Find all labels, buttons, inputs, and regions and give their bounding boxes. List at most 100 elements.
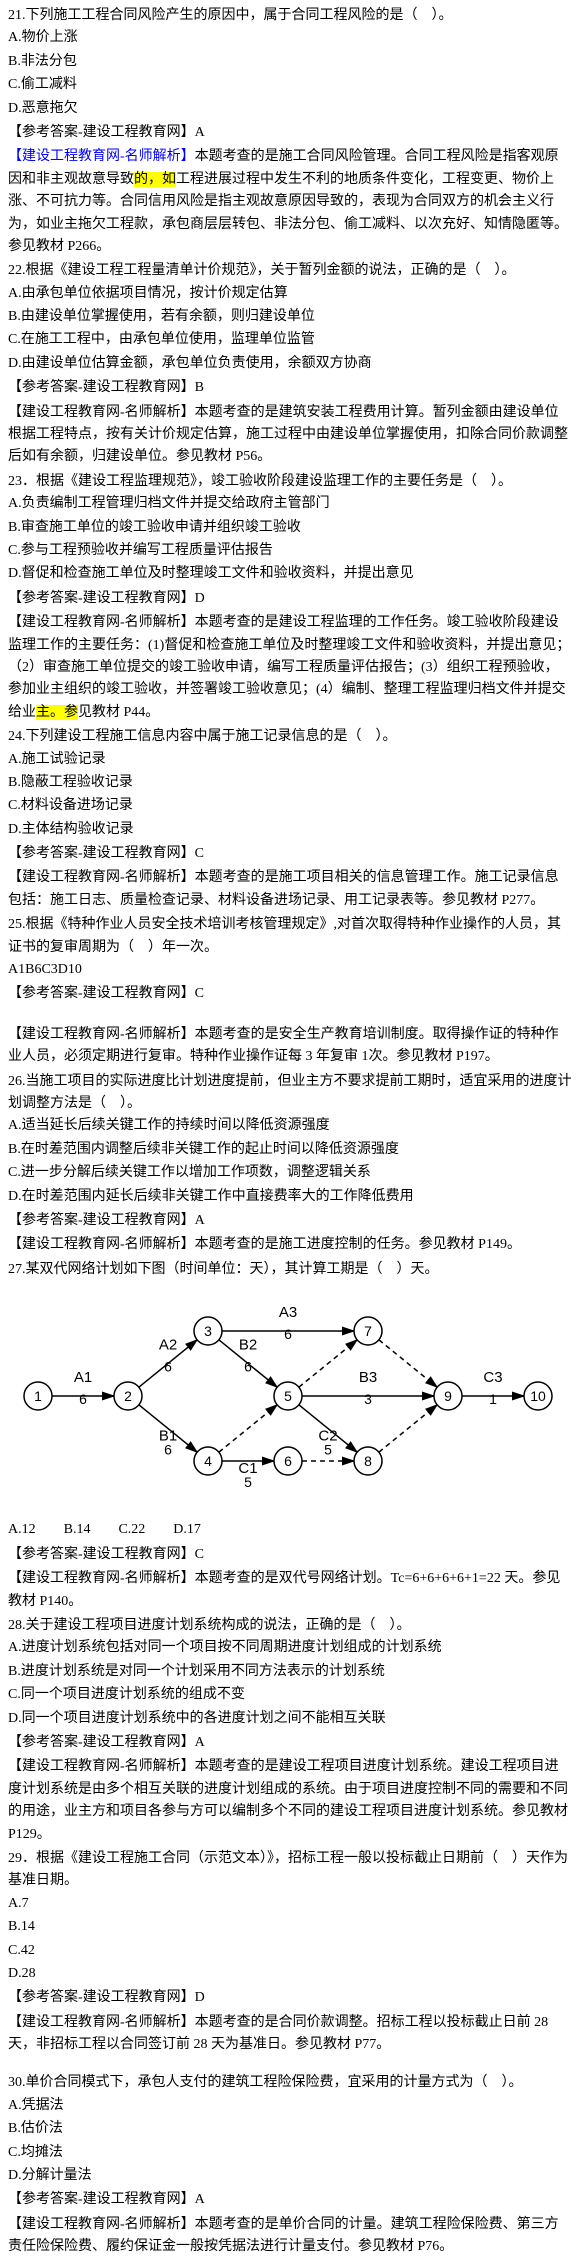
q24-opt-b: B.隐蔽工程验收记录 bbox=[8, 772, 572, 794]
svg-text:6: 6 bbox=[164, 1359, 172, 1375]
q27-stem: 27.某双代网络计划如下图（时间单位：天），其计算工期是（ ）天。 bbox=[8, 1259, 572, 1281]
svg-text:6: 6 bbox=[284, 1453, 292, 1469]
svg-text:3: 3 bbox=[364, 1391, 372, 1407]
q23-opt-a: A.负责编制工程管理归档文件并提交给政府主管部门 bbox=[8, 493, 572, 515]
q29-opt-b: B.14 bbox=[8, 1916, 572, 1938]
q26-opt-b: B.在时差范围内调整后续非关键工作的起止时间以降低资源强度 bbox=[8, 1139, 572, 1161]
q23-opt-c: C.参与工程预验收并编写工程质量评估报告 bbox=[8, 540, 572, 562]
q21-stem: 21.下列施工工程合同风险产生的原因中，属于合同工程风险的是（ ）。 bbox=[8, 5, 572, 27]
q30-opt-d: D.分解计量法 bbox=[8, 2165, 572, 2187]
q26-answer: 【参考答案-建设工程教育网】A bbox=[8, 1210, 572, 1232]
q21-opt-b: B.非法分包 bbox=[8, 51, 572, 73]
q24-opt-c: C.材料设备进场记录 bbox=[8, 795, 572, 817]
q24-analysis: 【建设工程教育网-名师解析】本题考查的是施工项目相关的信息管理工作。施工记录信息… bbox=[8, 867, 572, 912]
q21: 21.下列施工工程合同风险产生的原因中，属于合同工程风险的是（ ）。 A.物价上… bbox=[8, 5, 572, 258]
q23: 23．根据《建设工程监理规范》，竣工验收阶段建设监理工作的主要任务是（ ）。 A… bbox=[8, 471, 572, 724]
svg-text:7: 7 bbox=[364, 1323, 372, 1339]
q30-answer: 【参考答案-建设工程教育网】A bbox=[8, 2189, 572, 2211]
q22-opt-d: D.由建设单位估算金额，承包单位负责使用，余额双方协商 bbox=[8, 353, 572, 375]
q27-opts: A.12 B.14 C.22 D.17 bbox=[8, 1519, 572, 1541]
svg-text:9: 9 bbox=[444, 1388, 452, 1404]
svg-text:6: 6 bbox=[284, 1326, 292, 1342]
network-diagram: A16A26B16B26A36C15C25B33C3112345678910 bbox=[8, 1291, 572, 1509]
q24: 24.下列建设工程施工信息内容中属于施工记录信息的是（ ）。 A.施工试验记录 … bbox=[8, 726, 572, 912]
q21-analysis: 【建设工程教育网-名师解析】本题考查的是施工合同风险管理。合同工程风险是指客观原… bbox=[8, 146, 572, 258]
q21-opt-c: C.偷工减料 bbox=[8, 74, 572, 96]
svg-text:1: 1 bbox=[489, 1391, 497, 1407]
q28-opt-b: B.进度计划系统是对同一个计划采用不同方法表示的计划系统 bbox=[8, 1661, 572, 1683]
q23-stem: 23．根据《建设工程监理规范》，竣工验收阶段建设监理工作的主要任务是（ ）。 bbox=[8, 471, 572, 493]
q26-stem: 26.当施工项目的实际进度比计划进度提前，但业主方不要求提前工期时，适宜采用的进… bbox=[8, 1071, 572, 1116]
q30-opt-a: A.凭据法 bbox=[8, 2095, 572, 2117]
svg-text:2: 2 bbox=[124, 1388, 132, 1404]
q21-answer: 【参考答案-建设工程教育网】A bbox=[8, 122, 572, 144]
svg-text:3: 3 bbox=[204, 1323, 212, 1339]
q25-analysis: 【建设工程教育网-名师解析】本题考查的是安全生产教育培训制度。取得操作证的特种作… bbox=[8, 1024, 572, 1069]
svg-text:5: 5 bbox=[284, 1388, 292, 1404]
svg-text:B2: B2 bbox=[239, 1337, 257, 1354]
svg-text:8: 8 bbox=[364, 1453, 372, 1469]
q29-opt-d: D.28 bbox=[8, 1963, 572, 1985]
svg-text:5: 5 bbox=[244, 1474, 252, 1490]
svg-text:1: 1 bbox=[34, 1388, 42, 1404]
q27-analysis: 【建设工程教育网-名师解析】本题考查的是双代号网络计划。Tc=6+6+6+6+1… bbox=[8, 1568, 572, 1613]
q28-answer: 【参考答案-建设工程教育网】A bbox=[8, 1732, 572, 1754]
svg-text:10: 10 bbox=[530, 1388, 546, 1404]
q29-stem: 29．根据《建设工程施工合同（示范文本）》，招标工程一般以投标截止日期前（ ）天… bbox=[8, 1848, 572, 1893]
q23-hl: 主。参 bbox=[36, 705, 78, 720]
q28: 28.关于建设工程项目进度计划系统构成的说法，正确的是（ ）。 A.进度计划系统… bbox=[8, 1615, 572, 1846]
q23-answer: 【参考答案-建设工程教育网】D bbox=[8, 588, 572, 610]
q22-opt-a: A.由承包单位依据项目情况，按计价规定估算 bbox=[8, 283, 572, 305]
q29-answer: 【参考答案-建设工程教育网】D bbox=[8, 1987, 572, 2009]
q21-prefix: 【建设工程教育网-名师解析】 bbox=[8, 149, 195, 164]
q27-answer: 【参考答案-建设工程教育网】C bbox=[8, 1544, 572, 1566]
q27: 27.某双代网络计划如下图（时间单位：天），其计算工期是（ ）天。 A1 6 A2 6… bbox=[8, 1259, 572, 1613]
q24-answer: 【参考答案-建设工程教育网】C bbox=[8, 843, 572, 865]
q23-opt-d: D.督促和检查施工单位及时整理竣工文件和验收资料，并提出意见 bbox=[8, 563, 572, 585]
q25-opts: A1B6C3D10 bbox=[8, 959, 572, 981]
q30: 30.单价合同模式下，承包人支付的建筑工程险保险费，宜采用的计量方式为（ ）。 … bbox=[8, 2072, 572, 2258]
q25: 25.根据《特种作业人员安全技术培训考核管理规定》,对首次取得特种作业操作的人员… bbox=[8, 914, 572, 1068]
q28-opt-d: D.同一个项目进度计划系统中的各进度计划之间不能相互关联 bbox=[8, 1708, 572, 1730]
q22: 22.根据《建设工程工程量清单计价规范》，关于暂列金额的说法，正确的是（ ）。 … bbox=[8, 260, 572, 469]
q26-opt-c: C.进一步分解后续关键工作以增加工作项数，调整逻辑关系 bbox=[8, 1162, 572, 1184]
q26-analysis: 【建设工程教育网-名师解析】本题考查的是施工进度控制的任务。参见教材 P149。 bbox=[8, 1234, 572, 1256]
q30-opt-b: B.估价法 bbox=[8, 2118, 572, 2140]
q23-analysis: 【建设工程教育网-名师解析】本题考查的是建设工程监理的工作任务。竣工验收阶段建设… bbox=[8, 612, 572, 724]
svg-text:C3: C3 bbox=[483, 1369, 502, 1386]
svg-text:5: 5 bbox=[324, 1442, 332, 1458]
q30-analysis: 【建设工程教育网-名师解析】本题考查的是单价合同的计量。建筑工程险保险费、第三方… bbox=[8, 2214, 572, 2259]
q24-opt-a: A.施工试验记录 bbox=[8, 749, 572, 771]
q22-analysis: 【建设工程教育网-名师解析】本题考查的是建筑安装工程费用计算。暂列金额由建设单位… bbox=[8, 402, 572, 469]
q23-opt-b: B.审查施工单位的竣工验收申请并组织竣工验收 bbox=[8, 517, 572, 539]
svg-text:A3: A3 bbox=[279, 1304, 297, 1321]
q22-opt-b: B.由建设单位掌握使用，若有余额，则归建设单位 bbox=[8, 306, 572, 328]
q30-opt-c: C.均摊法 bbox=[8, 2142, 572, 2164]
q25-stem: 25.根据《特种作业人员安全技术培训考核管理规定》,对首次取得特种作业操作的人员… bbox=[8, 914, 572, 959]
q29-opt-c: C.42 bbox=[8, 1940, 572, 1962]
q28-opt-a: A.进度计划系统包括对同一个项目按不同周期进度计划组成的计划系统 bbox=[8, 1637, 572, 1659]
q28-opt-c: C.同一个项目进度计划系统的组成不变 bbox=[8, 1684, 572, 1706]
q29-analysis: 【建设工程教育网-名师解析】本题考查的是合同价款调整。招标工程以投标截止日前 2… bbox=[8, 2012, 572, 2057]
svg-text:A2: A2 bbox=[159, 1337, 177, 1354]
q21-opt-d: D.恶意拖欠 bbox=[8, 98, 572, 120]
svg-text:A1: A1 bbox=[74, 1369, 92, 1386]
q24-opt-d: D.主体结构验收记录 bbox=[8, 819, 572, 841]
svg-text:6: 6 bbox=[164, 1442, 172, 1458]
q23-body2: 见教材 P44。 bbox=[78, 705, 159, 720]
q29: 29．根据《建设工程施工合同（示范文本）》，招标工程一般以投标截止日期前（ ）天… bbox=[8, 1848, 572, 2057]
q28-stem: 28.关于建设工程项目进度计划系统构成的说法，正确的是（ ）。 bbox=[8, 1615, 572, 1637]
q25-answer: 【参考答案-建设工程教育网】C bbox=[8, 983, 572, 1005]
q24-stem: 24.下列建设工程施工信息内容中属于施工记录信息的是（ ）。 bbox=[8, 726, 572, 748]
q21-hl: 的，如 bbox=[134, 172, 176, 187]
q30-stem: 30.单价合同模式下，承包人支付的建筑工程险保险费，宜采用的计量方式为（ ）。 bbox=[8, 2072, 572, 2094]
svg-text:6: 6 bbox=[244, 1359, 252, 1375]
q26: 26.当施工项目的实际进度比计划进度提前，但业主方不要求提前工期时，适宜采用的进… bbox=[8, 1071, 572, 1257]
q22-opt-c: C.在施工工程中，由承包单位使用，监理单位监管 bbox=[8, 329, 572, 351]
q28-analysis: 【建设工程教育网-名师解析】本题考查的是建设工程项目进度计划系统。建设工程项目进… bbox=[8, 1756, 572, 1846]
q26-opt-a: A.适当延长后续关键工作的持续时间以降低资源强度 bbox=[8, 1115, 572, 1137]
q29-opt-a: A.7 bbox=[8, 1893, 572, 1915]
svg-text:4: 4 bbox=[204, 1453, 212, 1469]
q22-stem: 22.根据《建设工程工程量清单计价规范》，关于暂列金额的说法，正确的是（ ）。 bbox=[8, 260, 572, 282]
q21-opt-a: A.物价上涨 bbox=[8, 27, 572, 49]
